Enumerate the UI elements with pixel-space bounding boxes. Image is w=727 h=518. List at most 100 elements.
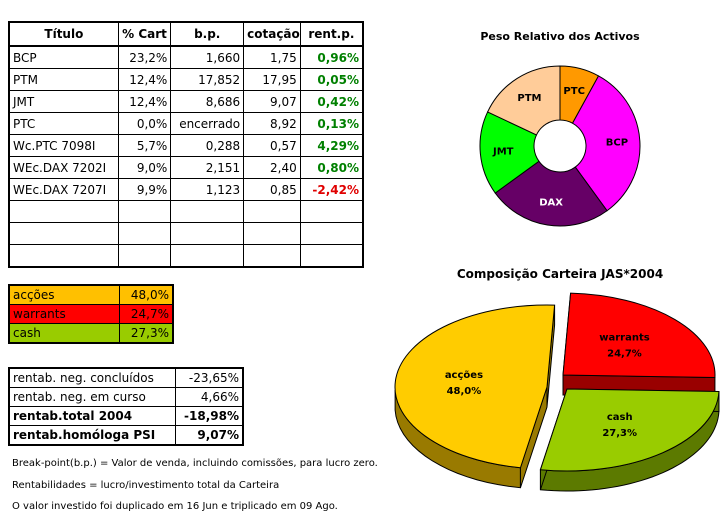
allocation-table: acções 48,0% warrants 24,7% cash 27,3%	[8, 284, 174, 344]
cell-cotacao[interactable]: 17,95	[243, 68, 301, 91]
cell-pct-cart[interactable]: 9,0%	[117, 156, 172, 179]
note-valor-investido: O valor investido foi duplicado em 16 Ju…	[12, 501, 338, 512]
cell-cotacao[interactable]: 8,92	[243, 112, 301, 135]
allocation-label[interactable]: acções	[8, 284, 120, 305]
cell-pct-cart[interactable]	[117, 244, 172, 268]
cell-rent-p[interactable]	[299, 200, 364, 223]
portfolio-row: Wc.PTC 7098I 5,7% 0,288 0,57 4,29%	[8, 134, 364, 157]
cell-bp[interactable]: 1,123	[170, 178, 245, 201]
pie3d-title: Composição Carteira JAS*2004	[457, 267, 663, 281]
returns-label[interactable]: rentab.total 2004	[8, 406, 176, 426]
allocation-row: cash 27,3%	[8, 323, 174, 344]
donut-label: PTM	[517, 93, 541, 104]
cell-cotacao[interactable]: 9,07	[243, 90, 301, 113]
cell-titulo[interactable]: Wc.PTC 7098I	[8, 134, 119, 157]
allocation-label[interactable]: warrants	[8, 304, 120, 324]
cell-pct-cart[interactable]	[117, 222, 172, 245]
cell-titulo[interactable]: BCP	[8, 45, 119, 69]
cell-cotacao[interactable]: 2,40	[243, 156, 301, 179]
returns-row: rentab. neg. concluídos -23,65%	[8, 367, 244, 388]
donut-slice-jmt	[479, 111, 540, 194]
cell-titulo[interactable]: WEc.DAX 7202I	[8, 156, 119, 179]
pie3d-label: acções	[445, 370, 483, 381]
cell-pct-cart[interactable]: 0,0%	[117, 112, 172, 135]
cell-rent-p[interactable]: 4,29%	[299, 134, 364, 157]
pie3d-slice-accoes	[394, 304, 556, 469]
returns-value[interactable]: -23,65%	[174, 367, 244, 388]
returns-label[interactable]: rentab.homóloga PSI	[8, 425, 176, 446]
cell-bp[interactable]	[170, 200, 245, 223]
cell-titulo[interactable]: JMT	[8, 90, 119, 113]
returns-label[interactable]: rentab. neg. concluídos	[8, 367, 176, 388]
returns-label[interactable]: rentab. neg. em curso	[8, 387, 176, 407]
cell-rent-p[interactable]: 0,96%	[299, 45, 364, 69]
allocation-value[interactable]: 27,3%	[118, 323, 174, 344]
donut-label: PTC	[563, 86, 585, 97]
cell-cotacao[interactable]	[243, 200, 301, 223]
note-rentabilidades: Rentabilidades = lucro/investimento tota…	[12, 480, 280, 491]
portfolio-table: Título % Cart b.p. cotação rent.p. BCP 23…	[8, 21, 364, 268]
donut-slice-bcp	[571, 75, 641, 212]
donut-label: DAX	[539, 197, 563, 208]
pie3d-slice-cash	[539, 388, 720, 472]
cell-cotacao[interactable]	[243, 244, 301, 268]
cell-bp[interactable]: 2,151	[170, 156, 245, 179]
donut-slice-ptm	[486, 65, 561, 136]
allocation-value[interactable]: 48,0%	[118, 284, 174, 305]
portfolio-row	[8, 200, 364, 223]
donut-slice-dax	[494, 160, 608, 227]
cell-titulo[interactable]	[8, 244, 119, 268]
cell-bp[interactable]: 8,686	[170, 90, 245, 113]
portfolio-row: WEc.DAX 7207I 9,9% 1,123 0,85 -2,42%	[8, 178, 364, 201]
cell-rent-p[interactable]: 0,80%	[299, 156, 364, 179]
cell-rent-p[interactable]: 0,13%	[299, 112, 364, 135]
cell-cotacao[interactable]: 0,57	[243, 134, 301, 157]
cell-bp[interactable]	[170, 222, 245, 245]
cell-pct-cart[interactable]: 23,2%	[117, 45, 172, 69]
pie3d-value-label: 24,7%	[607, 348, 642, 359]
allocation-row: warrants 24,7%	[8, 304, 174, 324]
header-bp: b.p.	[170, 21, 245, 47]
cell-titulo[interactable]	[8, 200, 119, 223]
cell-cotacao[interactable]: 0,85	[243, 178, 301, 201]
portfolio-row	[8, 222, 364, 245]
cell-bp[interactable]: 1,660	[170, 45, 245, 69]
cell-pct-cart[interactable]	[117, 200, 172, 223]
donut-label: BCP	[606, 137, 628, 148]
pie3d-label: warrants	[599, 332, 649, 343]
cell-titulo[interactable]: PTC	[8, 112, 119, 135]
cell-pct-cart[interactable]: 5,7%	[117, 134, 172, 157]
note-break-point: Break-point(b.p.) = Valor de venda, incl…	[12, 458, 378, 469]
allocation-label[interactable]: cash	[8, 323, 120, 344]
cell-bp[interactable]: 17,852	[170, 68, 245, 91]
cell-pct-cart[interactable]: 12,4%	[117, 90, 172, 113]
pie3d-value-label: 27,3%	[602, 428, 637, 439]
cell-rent-p[interactable]	[299, 222, 364, 245]
returns-value[interactable]: 9,07%	[174, 425, 244, 446]
cell-cotacao[interactable]	[243, 222, 301, 245]
donut-title: Peso Relativo dos Activos	[480, 30, 640, 43]
cell-pct-cart[interactable]: 9,9%	[117, 178, 172, 201]
cell-rent-p[interactable]: 0,42%	[299, 90, 364, 113]
cell-titulo[interactable]: WEc.DAX 7207I	[8, 178, 119, 201]
cell-bp[interactable]: encerrado	[170, 112, 245, 135]
header-pct-cart: % Cart	[117, 21, 172, 47]
pie3d-slice-warrants	[562, 292, 716, 379]
cell-rent-p[interactable]	[299, 244, 364, 268]
cell-bp[interactable]: 0,288	[170, 134, 245, 157]
cell-titulo[interactable]	[8, 222, 119, 245]
returns-value[interactable]: -18,98%	[174, 406, 244, 426]
cell-rent-p[interactable]: -2,42%	[299, 178, 364, 201]
returns-row: rentab. neg. em curso 4,66%	[8, 387, 244, 407]
cell-bp[interactable]	[170, 244, 245, 268]
portfolio-row: PTC 0,0% encerrado 8,92 0,13%	[8, 112, 364, 135]
portfolio-row	[8, 244, 364, 268]
cell-pct-cart[interactable]: 12,4%	[117, 68, 172, 91]
portfolio-row: BCP 23,2% 1,660 1,75 0,96%	[8, 45, 364, 69]
returns-value[interactable]: 4,66%	[174, 387, 244, 407]
cell-cotacao[interactable]: 1,75	[243, 45, 301, 69]
cell-rent-p[interactable]: 0,05%	[299, 68, 364, 91]
returns-row: rentab.total 2004 -18,98%	[8, 406, 244, 426]
cell-titulo[interactable]: PTM	[8, 68, 119, 91]
allocation-value[interactable]: 24,7%	[118, 304, 174, 324]
